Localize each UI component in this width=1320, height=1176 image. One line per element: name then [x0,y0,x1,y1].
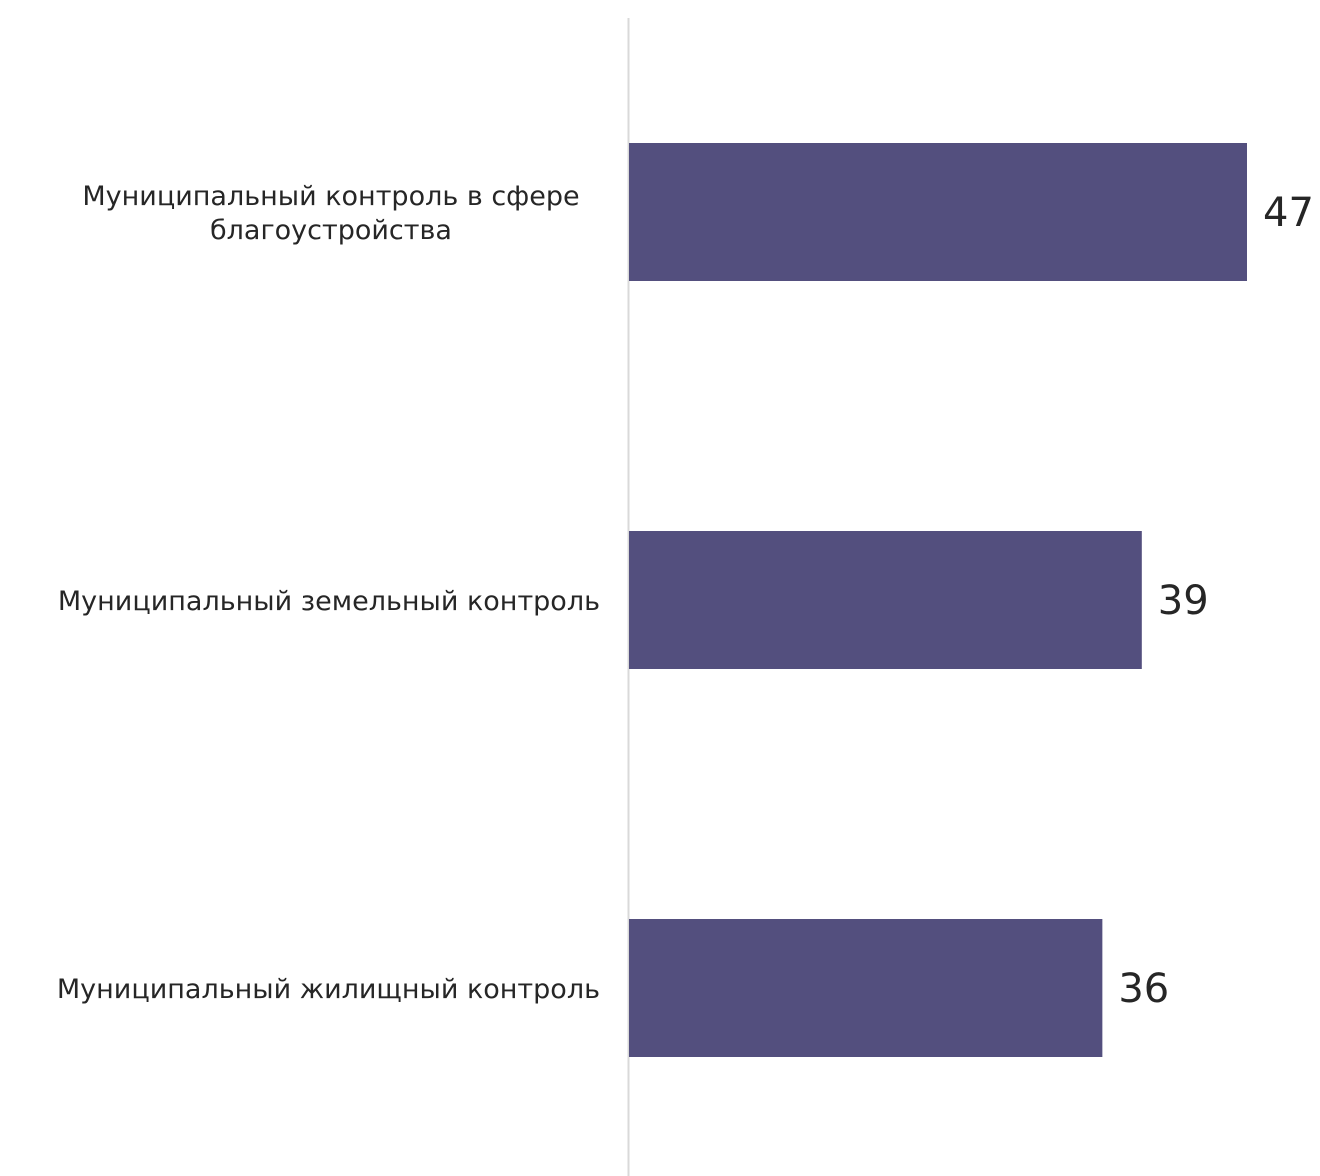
value-labels-group: 47 39 36 [1118,190,1314,1012]
category-labels-group: Муниципальный контроль в сфере благоустро… [57,181,600,1005]
bar-1 [629,143,1247,281]
category-label-3: Муниципальный жилищный контроль [57,974,600,1005]
bar-2 [629,531,1142,669]
value-label-2: 39 [1158,578,1209,624]
value-label-3: 36 [1118,966,1169,1012]
value-label-1: 47 [1263,190,1314,236]
bar-3 [629,919,1103,1057]
category-label-2: Муниципальный земельный контроль [58,586,600,617]
category-label-1: Муниципальный контроль в сфере благоустро… [82,181,579,246]
bars-group [629,143,1247,1057]
